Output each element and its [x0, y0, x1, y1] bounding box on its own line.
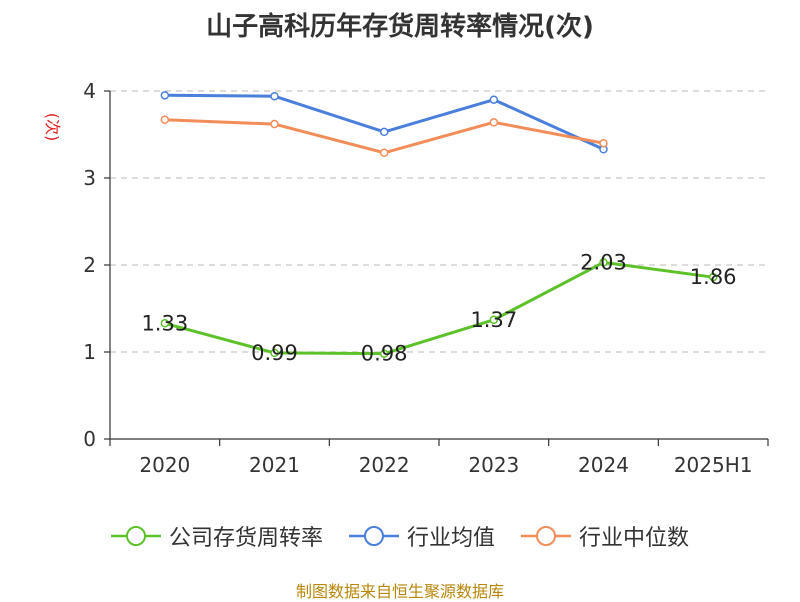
x-tick-label: 2021: [249, 453, 300, 477]
data-point: [379, 148, 389, 158]
data-point: [270, 119, 279, 129]
y-tick-label: 4: [83, 79, 96, 103]
legend-marker-icon: [348, 526, 399, 546]
x-tick-label: 2025H1: [674, 453, 753, 477]
data-point: [599, 138, 608, 148]
data-label: 0.99: [251, 341, 298, 365]
x-tick-label: 2023: [468, 453, 519, 477]
legend-label: 行业均值: [406, 526, 495, 551]
data-label: 1.86: [690, 265, 737, 289]
legend-item[interactable]: 行业均值: [348, 520, 495, 552]
data-point: [270, 91, 279, 101]
y-tick-label: 1: [83, 340, 96, 364]
data-point: [379, 127, 389, 137]
series-0: 1.33 0.99 0.98 1.37 2.03 1.86: [141, 250, 736, 365]
x-tick-label: 2024: [578, 453, 629, 477]
data-point: [270, 348, 279, 358]
data-point: [379, 349, 389, 358]
data-label: 2.03: [580, 250, 627, 274]
x-tick-label: 2020: [139, 453, 190, 477]
legend: 公司存货周转率 行业均值 行业中位数: [0, 520, 800, 552]
legend-item[interactable]: 行业中位数: [521, 520, 689, 552]
series-layer: 1.33 0.99 0.98 1.37 2.03 1.86: [141, 91, 737, 366]
data-point: [160, 91, 170, 100]
source-note: 制图数据来自恒生聚源数据库: [295, 582, 504, 601]
x-tick-label: 2022: [359, 453, 410, 477]
data-label: 1.33: [141, 311, 188, 335]
data-point: [489, 95, 499, 104]
data-point: [599, 258, 608, 267]
series-line: [164, 118, 604, 155]
legend-label: 公司存货周转率: [168, 526, 323, 551]
series-2: [160, 115, 608, 158]
grid-lines: [110, 90, 768, 353]
data-point: [489, 315, 499, 325]
legend-marker-icon: [110, 526, 161, 546]
data-label: 0.98: [361, 342, 408, 366]
legend-label: 行业中位数: [579, 526, 690, 551]
y-tick-label: 3: [83, 166, 96, 190]
data-label: 1.37: [470, 308, 517, 332]
series-1: [160, 91, 608, 154]
y-tick-label: 0: [83, 427, 96, 451]
data-point: [489, 118, 499, 127]
series-line: [164, 260, 714, 356]
y-tick-label: 2: [83, 253, 96, 277]
data-point: [708, 272, 718, 282]
data-point: [160, 319, 170, 328]
y-axis-label: (次): [43, 113, 62, 142]
legend-item[interactable]: 公司存货周转率: [110, 520, 323, 552]
data-point: [160, 115, 170, 124]
legend-marker-icon: [521, 526, 571, 546]
axes: 0 1 2 3 4 2020 2021 2022 2023 2024 2025H1: [83, 79, 769, 477]
chart-title: 山子高科历年存货周转率情况(次): [206, 12, 594, 42]
